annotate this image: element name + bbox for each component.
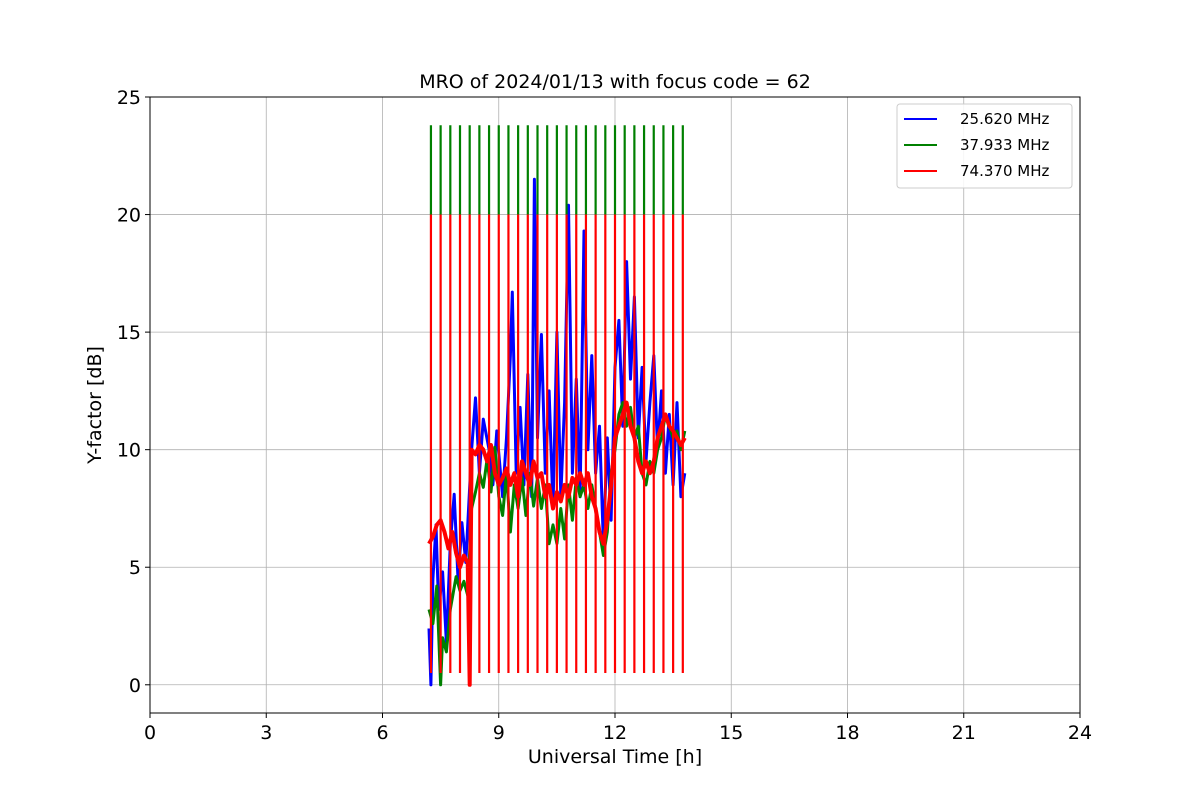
x-tick-label: 9	[493, 722, 505, 744]
x-tick-label: 18	[835, 722, 859, 744]
plot-area	[427, 125, 687, 687]
series-1	[427, 125, 687, 687]
series-line	[427, 400, 687, 687]
x-tick-label: 24	[1068, 722, 1092, 744]
legend-entry: 25.620 MHz	[960, 110, 1049, 128]
series-line	[427, 177, 687, 687]
chart-title: MRO of 2024/01/13 with focus code = 62	[419, 71, 811, 93]
y-tick-label: 15	[117, 322, 141, 344]
y-axis-label: Y-factor [dB]	[84, 346, 106, 465]
x-tick-label: 0	[144, 722, 156, 744]
legend-entry: 74.370 MHz	[960, 162, 1049, 180]
series-0	[427, 177, 687, 687]
x-tick-label: 15	[719, 722, 743, 744]
y-tick-label: 10	[117, 440, 141, 462]
legend-entry: 37.933 MHz	[960, 136, 1049, 154]
x-tick-label: 21	[952, 722, 976, 744]
x-axis-label: Universal Time [h]	[528, 746, 702, 768]
y-axis: 0 5 10 15 20 25	[117, 87, 150, 697]
legend: 25.620 MHz 37.933 MHz 74.370 MHz	[896, 103, 1073, 189]
x-axis: 0 3 6 9 12 15 18 21 24	[144, 713, 1092, 744]
y-tick-label: 0	[129, 675, 141, 697]
x-tick-label: 12	[603, 722, 627, 744]
x-tick-label: 3	[260, 722, 272, 744]
legend-box	[896, 103, 1073, 189]
y-tick-label: 25	[117, 87, 141, 109]
series-2	[427, 214, 687, 687]
x-tick-label: 6	[376, 722, 388, 744]
y-tick-label: 20	[117, 205, 141, 227]
y-tick-label: 5	[129, 557, 141, 579]
